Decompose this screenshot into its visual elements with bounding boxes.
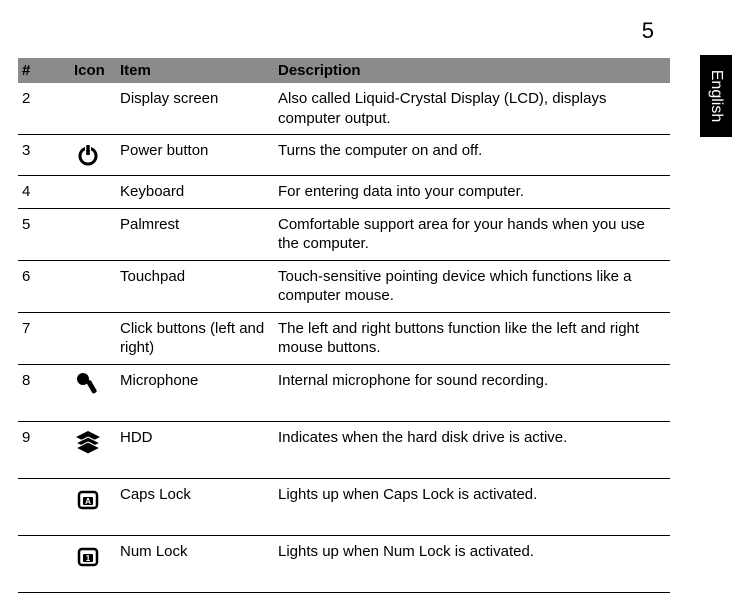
- cell-num: 2: [18, 83, 70, 135]
- cell-num: 8: [18, 364, 70, 421]
- cell-description: Comfortable support area for your hands …: [274, 208, 670, 260]
- table-row: 4 KeyboardFor entering data into your com…: [18, 176, 670, 209]
- language-tab: English: [700, 55, 732, 137]
- table-row: 9 HDDIndicates when the hard disk drive i…: [18, 421, 670, 478]
- cell-icon: [70, 135, 116, 176]
- mic-icon: [74, 371, 102, 399]
- table-header-row: # Icon Item Description: [18, 58, 670, 83]
- component-table: # Icon Item Description 2Display screenA…: [18, 58, 670, 593]
- cell-description: For entering data into your computer.: [274, 176, 670, 209]
- cell-item: Num Lock: [116, 535, 274, 592]
- cell-icon: [70, 364, 116, 421]
- cell-item: Caps Lock: [116, 478, 274, 535]
- cell-num: [18, 478, 70, 535]
- cell-num: 5: [18, 208, 70, 260]
- hdd-icon: [74, 428, 102, 456]
- power-icon: [74, 141, 102, 169]
- cell-description: The left and right buttons function like…: [274, 312, 670, 364]
- capslock-icon: A: [74, 485, 102, 513]
- cell-num: 9: [18, 421, 70, 478]
- numlock-icon: 1: [74, 542, 102, 570]
- cell-num: 3: [18, 135, 70, 176]
- cell-description: Indicates when the hard disk drive is ac…: [274, 421, 670, 478]
- cell-icon: A: [70, 478, 116, 535]
- cell-icon: [70, 421, 116, 478]
- header-icon: Icon: [70, 58, 116, 83]
- cell-icon: [70, 208, 116, 260]
- language-tab-label: English: [707, 70, 725, 122]
- cell-item: Display screen: [116, 83, 274, 135]
- cell-num: 6: [18, 260, 70, 312]
- cell-item: HDD: [116, 421, 274, 478]
- table-row: 2 Display screenAlso called Liquid-Crysta…: [18, 83, 670, 135]
- table-row: 1 Num LockLights up when Num Lock is acti…: [18, 535, 670, 592]
- table-row: 5 PalmrestComfortable support area for yo…: [18, 208, 670, 260]
- cell-description: Touch-sensitive pointing device which fu…: [274, 260, 670, 312]
- cell-num: 7: [18, 312, 70, 364]
- table-row: 8 MicrophoneInternal microphone for sound…: [18, 364, 670, 421]
- cell-item: Power button: [116, 135, 274, 176]
- cell-num: 4: [18, 176, 70, 209]
- cell-item: Keyboard: [116, 176, 274, 209]
- svg-text:A: A: [85, 497, 91, 506]
- page-number: 5: [642, 18, 654, 44]
- cell-item: Touchpad: [116, 260, 274, 312]
- cell-icon: 1: [70, 535, 116, 592]
- cell-num: [18, 535, 70, 592]
- cell-icon: [70, 312, 116, 364]
- cell-description: Internal microphone for sound recording.: [274, 364, 670, 421]
- cell-description: Turns the computer on and off.: [274, 135, 670, 176]
- table-row: 3 Power buttonTurns the computer on and o…: [18, 135, 670, 176]
- header-item: Item: [116, 58, 274, 83]
- cell-description: Also called Liquid-Crystal Display (LCD)…: [274, 83, 670, 135]
- cell-description: Lights up when Num Lock is activated.: [274, 535, 670, 592]
- cell-item: Palmrest: [116, 208, 274, 260]
- svg-text:1: 1: [86, 554, 91, 563]
- header-desc: Description: [274, 58, 670, 83]
- cell-description: Lights up when Caps Lock is activated.: [274, 478, 670, 535]
- cell-item: Click buttons (left and right): [116, 312, 274, 364]
- cell-icon: [70, 176, 116, 209]
- cell-icon: [70, 83, 116, 135]
- cell-icon: [70, 260, 116, 312]
- table-row: A Caps LockLights up when Caps Lock is ac…: [18, 478, 670, 535]
- table-row: 6 TouchpadTouch-sensitive pointing device…: [18, 260, 670, 312]
- header-num: #: [18, 58, 70, 83]
- table-row: 7 Click buttons (left and right)The left …: [18, 312, 670, 364]
- cell-item: Microphone: [116, 364, 274, 421]
